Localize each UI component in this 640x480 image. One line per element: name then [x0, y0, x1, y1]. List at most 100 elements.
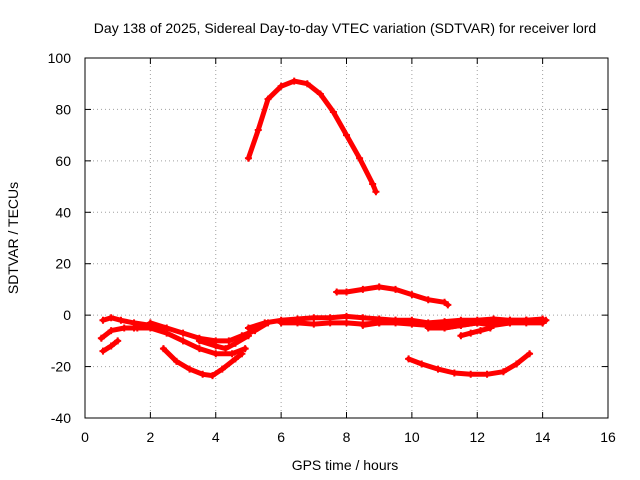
data-point	[163, 329, 171, 337]
data-point	[506, 316, 514, 324]
grid-lines	[85, 58, 608, 418]
data-point	[392, 316, 400, 324]
data-point	[254, 126, 262, 134]
y-axis-label: SDTVAR / TECUs	[5, 182, 21, 294]
data-point	[212, 350, 220, 358]
data-point	[310, 320, 318, 328]
data-point	[146, 324, 154, 332]
x-tick-label: 12	[469, 429, 485, 445]
data-point	[359, 321, 367, 329]
data-point	[477, 327, 485, 335]
data-point	[99, 316, 107, 324]
data-point	[424, 324, 432, 332]
data-point	[107, 314, 115, 322]
data-point	[359, 285, 367, 293]
x-axis-label: GPS time / hours	[292, 457, 399, 473]
data-point	[408, 291, 416, 299]
x-tick-label: 0	[81, 429, 89, 445]
data-point	[424, 296, 432, 304]
data-point	[375, 283, 383, 291]
data-point	[405, 355, 413, 363]
data-point	[231, 355, 239, 363]
data-point	[441, 324, 449, 332]
data-point	[392, 285, 400, 293]
data-point	[329, 108, 337, 116]
data-point	[434, 365, 442, 373]
data-point	[231, 339, 239, 347]
data-point	[225, 337, 233, 345]
series-arc-dip	[160, 346, 245, 379]
data-point	[228, 350, 236, 358]
y-tick-label: -40	[51, 410, 71, 426]
data-point	[522, 316, 530, 324]
data-point	[486, 324, 494, 332]
data-point	[290, 77, 298, 85]
data-point	[316, 90, 324, 98]
data-point	[179, 337, 187, 345]
data-point	[173, 357, 181, 365]
data-point	[408, 319, 416, 327]
data-point	[241, 345, 249, 353]
y-tick-label: 20	[55, 256, 71, 272]
data-point	[483, 370, 491, 378]
data-point	[293, 319, 301, 327]
series-arc-short-1	[458, 325, 493, 339]
x-tick-label: 14	[535, 429, 551, 445]
data-point	[372, 188, 380, 196]
data-point	[212, 342, 220, 350]
data-point	[114, 337, 122, 345]
axis-ticks	[84, 57, 609, 419]
data-point	[343, 131, 350, 139]
data-point	[375, 319, 383, 327]
y-tick-label: 80	[55, 101, 71, 117]
data-point	[326, 319, 334, 327]
y-tick-label: 60	[55, 153, 71, 169]
data-point	[277, 82, 285, 90]
x-tick-label: 8	[343, 429, 351, 445]
data-point	[343, 288, 350, 296]
data-point	[369, 180, 377, 188]
series-arc-left-a	[100, 315, 153, 328]
data-point	[159, 345, 167, 353]
data-point	[444, 301, 452, 309]
x-tick-label: 16	[600, 429, 616, 445]
data-point	[542, 316, 550, 324]
data-point	[130, 324, 138, 332]
data-point	[179, 329, 187, 337]
data-point	[107, 342, 115, 350]
data-point	[359, 314, 367, 322]
data-point	[244, 154, 252, 162]
data-point	[264, 95, 272, 103]
data-series-group	[97, 77, 550, 380]
data-point	[195, 345, 203, 353]
data-point	[450, 369, 458, 377]
data-point	[343, 312, 350, 320]
data-point	[218, 365, 226, 373]
series-arc-peak	[245, 78, 379, 195]
data-point	[457, 321, 465, 329]
data-point	[261, 319, 269, 327]
chart-title: Day 138 of 2025, Sidereal Day-to-day VTE…	[94, 20, 596, 36]
y-tick-label: 40	[55, 204, 71, 220]
data-point	[303, 80, 311, 88]
data-point	[490, 319, 498, 327]
x-tick-label: 10	[404, 429, 420, 445]
data-point	[208, 372, 216, 380]
data-point	[356, 154, 364, 162]
x-tick-label: 2	[146, 429, 154, 445]
data-point	[333, 288, 341, 296]
data-point	[117, 316, 125, 324]
data-point	[244, 324, 252, 332]
data-point	[457, 332, 465, 340]
data-point	[512, 360, 520, 368]
data-point	[99, 347, 107, 355]
y-tick-label: 0	[63, 307, 71, 323]
data-point	[222, 345, 230, 353]
x-tick-label: 6	[277, 429, 285, 445]
data-point	[526, 350, 534, 358]
data-point	[277, 319, 285, 327]
data-point	[418, 360, 426, 368]
data-point	[467, 370, 475, 378]
tick-labels: 0 2 4 6 8 10 12 14 16 -40 -20 0 20 40 60 80 100	[48, 50, 616, 445]
